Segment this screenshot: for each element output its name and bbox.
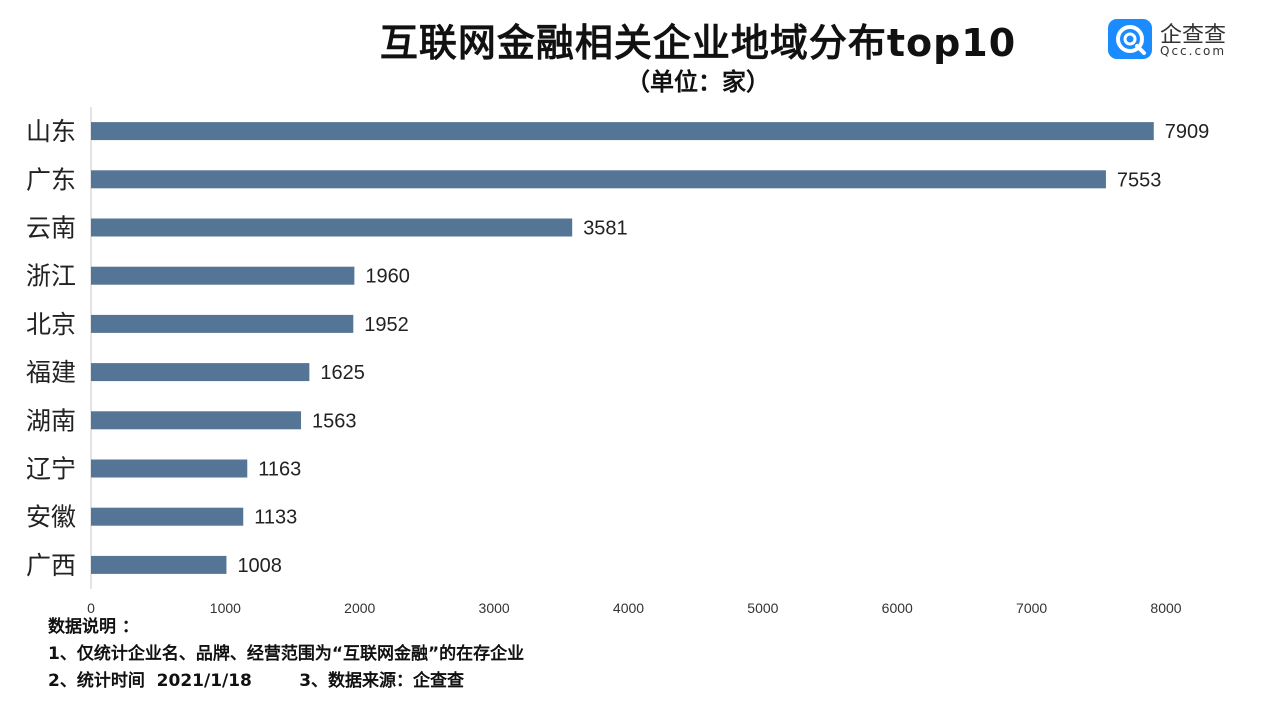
value-label: 1163	[258, 459, 301, 481]
logo-domain: Qcc.com	[1160, 44, 1227, 58]
data-notes: 数据说明 ： 1、仅统计企业名、品牌、经营范围为“互联网金融”的在存企业 2、统…	[48, 614, 524, 695]
value-label: 1952	[364, 314, 409, 336]
bar	[91, 411, 302, 430]
x-tick-label: 4000	[613, 600, 644, 616]
category-label: 辽宁	[26, 455, 76, 484]
x-tick-label: 1000	[210, 600, 241, 616]
value-label: 7909	[1165, 121, 1210, 143]
x-tick-label: 3000	[479, 600, 510, 616]
qcc-logo: 企查查 Qcc.com	[1108, 17, 1248, 63]
value-label: 7553	[1117, 169, 1162, 191]
value-label: 3581	[583, 218, 628, 240]
notes-heading: 数据说明 ：	[48, 617, 139, 637]
bar	[91, 170, 1106, 189]
category-label: 湖南	[26, 406, 76, 435]
chart-title: 互联网金融相关企业地域分布top10	[379, 21, 1017, 65]
category-label: 云南	[26, 214, 76, 243]
bar	[91, 218, 573, 237]
bar	[91, 555, 227, 574]
x-tick-label: 2000	[344, 600, 375, 616]
qcc-logo-icon	[1108, 19, 1152, 59]
value-label: 1133	[254, 507, 297, 529]
bar	[91, 363, 310, 382]
bar	[91, 507, 244, 526]
category-label: 浙江	[26, 262, 76, 291]
bars	[91, 122, 1154, 574]
category-label: 广东	[26, 165, 76, 194]
category-label: 福建	[26, 358, 76, 387]
x-tick-label: 7000	[1016, 600, 1047, 616]
bar	[91, 459, 248, 478]
logo-name: 企查查	[1160, 23, 1227, 48]
category-label: 安徽	[26, 503, 76, 532]
bar	[91, 122, 1154, 141]
labels: 山东 7909 广东 7553 云南 3581 浙江 1960 北京 1952 福建 1625 湖南 15…	[26, 117, 1209, 580]
x-tick-label: 5000	[747, 600, 778, 616]
value-label: 1008	[237, 555, 282, 577]
bar	[91, 314, 354, 333]
value-label: 1563	[312, 410, 357, 432]
value-label: 1960	[365, 266, 410, 288]
bar	[91, 266, 355, 285]
notes-line-1: 1、仅统计企业名、品牌、经营范围为“互联网金融”的在存企业	[48, 644, 525, 664]
x-tick-label: 8000	[1150, 600, 1181, 616]
x-tick-label: 6000	[882, 600, 913, 616]
notes-line-2: 2、统计时间 2021/1/18 3、数据来源：企查查	[48, 671, 465, 691]
category-label: 广西	[26, 551, 76, 580]
category-label: 北京	[26, 310, 76, 339]
chart-subtitle: （单位：家）	[626, 68, 770, 96]
x-tick-label: 0	[87, 600, 95, 616]
category-label: 山东	[26, 117, 76, 146]
value-label: 1625	[320, 362, 365, 384]
